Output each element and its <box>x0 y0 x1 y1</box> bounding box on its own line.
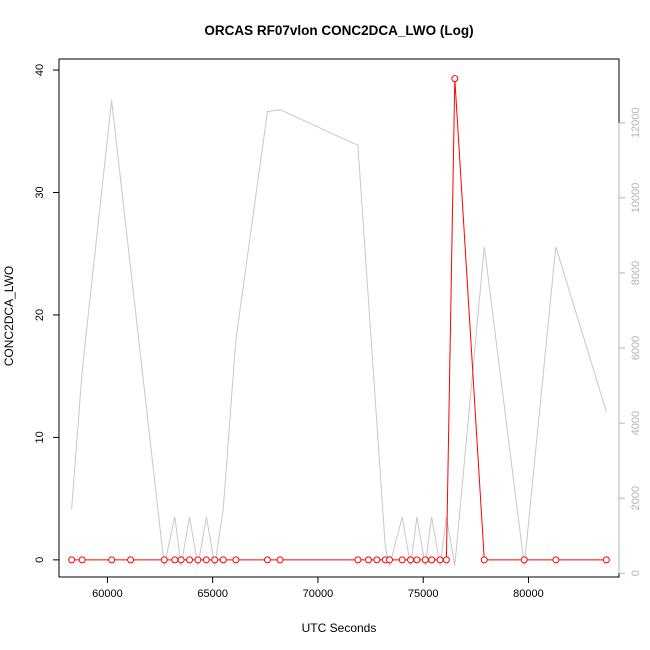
series-layer <box>68 75 610 566</box>
data-point <box>171 556 179 564</box>
data-point <box>160 556 168 564</box>
data-point <box>480 556 488 564</box>
data-point <box>552 556 560 564</box>
x-axis: 60000 65000 70000 75000 80000 <box>92 576 544 600</box>
data-point <box>436 556 444 564</box>
x-axis-label: UTC Seconds <box>302 621 377 635</box>
data-point <box>194 556 202 564</box>
data-point <box>602 556 610 564</box>
y2-tick-label: 8000 <box>630 261 642 285</box>
data-point <box>428 556 436 564</box>
data-point <box>78 556 86 564</box>
y-tick-label: 20 <box>34 309 46 321</box>
data-point <box>263 556 271 564</box>
data-point <box>232 556 240 564</box>
data-point <box>451 75 459 83</box>
y-tick-label: 40 <box>34 64 46 76</box>
data-point <box>421 556 429 564</box>
data-point <box>276 556 284 564</box>
x-tick-label: 80000 <box>513 588 544 600</box>
data-point <box>442 556 450 564</box>
data-point <box>398 556 406 564</box>
data-point <box>127 556 135 564</box>
y-tick-label: 30 <box>34 186 46 198</box>
x-tick-label: 60000 <box>92 588 123 600</box>
y2-tick-label: 6000 <box>630 336 642 360</box>
y-tick-label: 10 <box>34 431 46 443</box>
series-line-primary <box>71 78 607 561</box>
series-line-secondary <box>71 100 607 566</box>
y2-tick-label: 10000 <box>630 183 642 214</box>
y2-tick-label: 12000 <box>630 108 642 139</box>
x-tick-label: 65000 <box>197 588 228 600</box>
data-point <box>68 556 76 564</box>
data-point <box>407 556 415 564</box>
data-point <box>386 556 394 564</box>
y2-tick-label: 0 <box>630 570 642 576</box>
data-point <box>219 556 227 564</box>
data-point <box>186 556 194 564</box>
y-axis-right: 0 2000 4000 6000 8000 10000 12000 <box>618 108 642 576</box>
x-tick-label: 75000 <box>408 588 439 600</box>
data-point <box>373 556 381 564</box>
chart-title: ORCAS RF07vlon CONC2DCA_LWO (Log) <box>204 23 473 38</box>
y2-tick-label: 2000 <box>630 486 642 510</box>
y-tick-label: 0 <box>34 557 46 563</box>
data-point <box>211 556 219 564</box>
data-point <box>520 556 528 564</box>
data-point <box>108 556 116 564</box>
data-point <box>354 556 362 564</box>
y2-tick-label: 4000 <box>630 411 642 435</box>
data-point <box>202 556 210 564</box>
y-axis-left: 0 10 20 30 40 <box>34 64 59 563</box>
data-point <box>413 556 421 564</box>
x-tick-label: 70000 <box>303 588 334 600</box>
data-point <box>364 556 372 564</box>
y-axis-label: CONC2DCA_LWO <box>2 266 16 366</box>
data-point <box>177 556 185 564</box>
